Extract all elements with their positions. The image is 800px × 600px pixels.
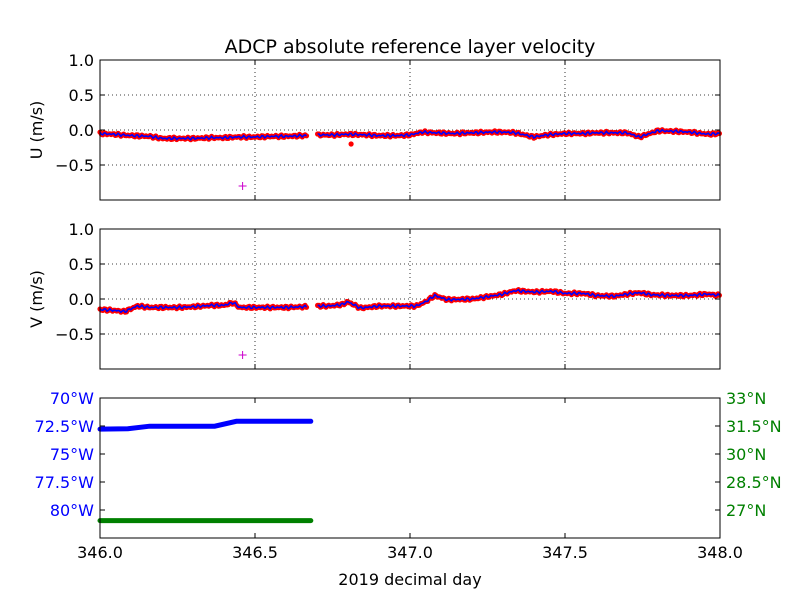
y-axis-label: U (m/s) [27, 101, 46, 160]
latitude-tick-label: 31.5°N [726, 417, 782, 436]
y-tick-label: 0.5 [69, 255, 94, 274]
velocity-point [348, 141, 354, 147]
y-tick-label: −0.5 [55, 156, 94, 175]
y-tick-label: 0.0 [69, 121, 94, 140]
y-axis-label: V (m/s) [27, 270, 46, 328]
x-tick-label: 346.0 [77, 543, 123, 562]
chart-title: ADCP absolute reference layer velocity [225, 36, 596, 58]
latitude-tick-label: 28.5°N [726, 473, 782, 492]
latitude-tick-label: 33°N [726, 389, 766, 408]
longitude-tick-label: 72.5°W [35, 417, 95, 436]
position-panel: 70°W 72.5°W 75°W 77.5°W 80°W 33°N 31.5°N 30°N 28… [35, 389, 782, 562]
velocity-line [99, 131, 307, 141]
outlier-marker [238, 182, 247, 190]
y-tick-label: 1.0 [69, 51, 94, 70]
y-tick-label: −0.5 [55, 325, 94, 344]
v-velocity-panel: 1.0 0.5 0.0 −0.5 V (m/s) [27, 220, 723, 370]
x-tick-label: 347.5 [542, 543, 588, 562]
x-axis-label: 2019 decimal day [338, 570, 481, 589]
latitude-tick-label: 30°N [726, 445, 766, 464]
axes-frame [99, 397, 721, 539]
x-tick-label: 348.0 [697, 543, 743, 562]
outlier-marker [238, 351, 247, 359]
u-velocity-panel: 1.0 0.5 0.0 −0.5 U (m/s) [27, 51, 723, 201]
y-tick-label: 0.5 [69, 86, 94, 105]
longitude-tick-label: 75°W [50, 445, 94, 464]
longitude-tick-label: 77.5°W [35, 473, 95, 492]
velocity-line [317, 128, 720, 140]
longitude-tick-label: 80°W [50, 501, 94, 520]
longitude-tick-label: 70°W [50, 389, 94, 408]
x-tick-label: 347.0 [387, 543, 433, 562]
latitude-tick-label: 27°N [726, 501, 766, 520]
y-tick-label: 0.0 [69, 290, 94, 309]
longitude-line [97, 418, 314, 432]
y-tick-label: 1.0 [69, 220, 94, 239]
velocity-line [99, 301, 308, 314]
x-tick-label: 346.5 [232, 543, 278, 562]
velocity-line [317, 288, 720, 310]
